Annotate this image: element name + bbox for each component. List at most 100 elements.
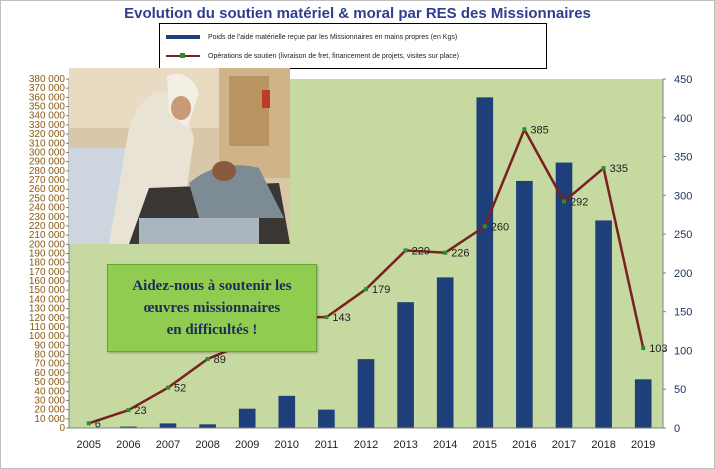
- left-tick-label: 40 000: [34, 386, 65, 397]
- left-tick-label: 320 000: [29, 129, 66, 140]
- x-tick-label: 2017: [552, 439, 576, 451]
- data-label: 226: [451, 248, 469, 260]
- bar: [436, 277, 454, 428]
- data-label: 335: [610, 163, 628, 175]
- line-point: [601, 166, 606, 171]
- left-tick-label: 80 000: [34, 350, 65, 361]
- x-tick-label: 2016: [512, 439, 536, 451]
- left-tick-label: 60 000: [34, 368, 65, 379]
- line-point: [324, 315, 329, 320]
- bar: [555, 162, 573, 429]
- data-label: 179: [372, 284, 390, 296]
- x-tick-label: 2007: [156, 439, 180, 451]
- data-label: 103: [649, 343, 667, 355]
- x-tick-label: 2005: [77, 439, 101, 451]
- x-tick-label: 2011: [315, 439, 339, 451]
- x-tick-label: 2013: [393, 439, 417, 451]
- data-label: 385: [530, 124, 548, 136]
- right-tick-label: 0: [674, 423, 680, 435]
- left-tick-label: 220 000: [29, 221, 66, 232]
- legend-label-line: Opérations de soutien (livraison de fret…: [208, 52, 459, 60]
- x-tick-label: 2018: [591, 439, 615, 451]
- left-tick-label: 0: [59, 423, 65, 434]
- x-tick-label: 2014: [433, 439, 457, 451]
- x-tick-label: 2012: [354, 439, 378, 451]
- data-label: 292: [570, 197, 588, 209]
- left-tick-label: 270 000: [29, 175, 66, 186]
- line-point: [443, 250, 448, 255]
- callout-box: Aidez-nous à soutenir les œuvres mission…: [107, 264, 317, 352]
- x-axis: 2005 2006 2007 2008 2009 2010 2011 2012 2013 2014…: [69, 427, 663, 451]
- left-tick-label: 170 000: [29, 267, 66, 278]
- bar: [595, 220, 612, 428]
- line-point: [205, 356, 210, 361]
- bar: [357, 359, 375, 428]
- left-tick-label: 70 000: [34, 359, 65, 370]
- left-tick-label: 260 000: [29, 184, 66, 195]
- chart-legend: Poids de l'aide matérielle reçue par les…: [159, 23, 547, 69]
- bar: [159, 423, 177, 428]
- left-tick-label: 240 000: [29, 203, 66, 214]
- data-label: 143: [332, 312, 350, 324]
- left-tick-label: 10 000: [34, 414, 65, 425]
- x-tick-label: 2015: [473, 439, 497, 451]
- line-point: [403, 248, 408, 253]
- left-tick-label: 200 000: [29, 239, 66, 250]
- legend-item-line: Opérations de soutien (livraison de fret…: [166, 49, 459, 63]
- right-tick-label: 450: [674, 74, 692, 86]
- line-point: [482, 224, 487, 229]
- left-tick-label: 180 000: [29, 258, 66, 269]
- left-tick-label: 120 000: [29, 313, 66, 324]
- left-tick-label: 380 000: [29, 74, 66, 85]
- left-tick-label: 230 000: [29, 212, 66, 223]
- chart-title: Evolution du soutien matériel & moral pa…: [124, 5, 591, 22]
- left-tick-label: 340 000: [29, 111, 66, 122]
- left-tick-label: 190 000: [29, 249, 66, 260]
- right-tick-label: 350: [674, 152, 692, 164]
- line-point: [86, 421, 91, 426]
- legend-label-bars: Poids de l'aide matérielle reçue par les…: [208, 33, 458, 41]
- bar: [120, 426, 137, 428]
- right-tick-label: 300: [674, 190, 692, 202]
- right-tick-label: 400: [674, 113, 692, 125]
- x-tick-label: 2006: [116, 439, 140, 451]
- legend-swatch-bars: [166, 35, 200, 39]
- left-tick-label: 20 000: [34, 405, 65, 416]
- legend-item-bars: Poids de l'aide matérielle reçue par les…: [166, 30, 457, 44]
- callout-text: Aidez-nous à soutenir les œuvres mission…: [132, 278, 292, 338]
- left-tick-label: 90 000: [34, 340, 65, 351]
- left-tick-label: 290 000: [29, 157, 66, 168]
- left-tick-label: 160 000: [29, 276, 66, 287]
- left-tick-label: 30 000: [34, 395, 65, 406]
- legend-swatch-line: [166, 53, 200, 58]
- x-tick-label: 2008: [195, 439, 219, 451]
- bar: [634, 379, 652, 428]
- bar: [278, 395, 296, 428]
- left-tick-label: 370 000: [29, 83, 66, 94]
- data-label: 6: [95, 418, 101, 430]
- x-tick-label: 2010: [275, 439, 299, 451]
- left-tick-label: 330 000: [29, 120, 66, 131]
- x-tick-label: 2019: [631, 439, 655, 451]
- left-tick-label: 150 000: [29, 285, 66, 296]
- bar: [318, 409, 335, 428]
- right-tick-label: 100: [674, 345, 692, 357]
- data-label: 229: [412, 245, 430, 257]
- line-point: [641, 346, 646, 351]
- bar: [199, 424, 216, 428]
- left-tick-label: 280 000: [29, 166, 66, 177]
- left-tick-label: 360 000: [29, 92, 66, 103]
- line-point: [126, 408, 131, 413]
- line-point: [522, 127, 527, 132]
- line-series: 6 23 52 89 143 179 229 226 260 385 292 335 103: [86, 124, 668, 430]
- photo-illustration: [69, 68, 290, 244]
- right-tick-label: 150: [674, 307, 692, 319]
- left-tick-label: 130 000: [29, 304, 66, 315]
- bar-series: [80, 97, 652, 429]
- left-tick-label: 210 000: [29, 230, 66, 241]
- data-label: 52: [174, 383, 186, 395]
- nun-caring-for-patient-photo: [69, 68, 290, 244]
- left-tick-label: 310 000: [29, 138, 66, 149]
